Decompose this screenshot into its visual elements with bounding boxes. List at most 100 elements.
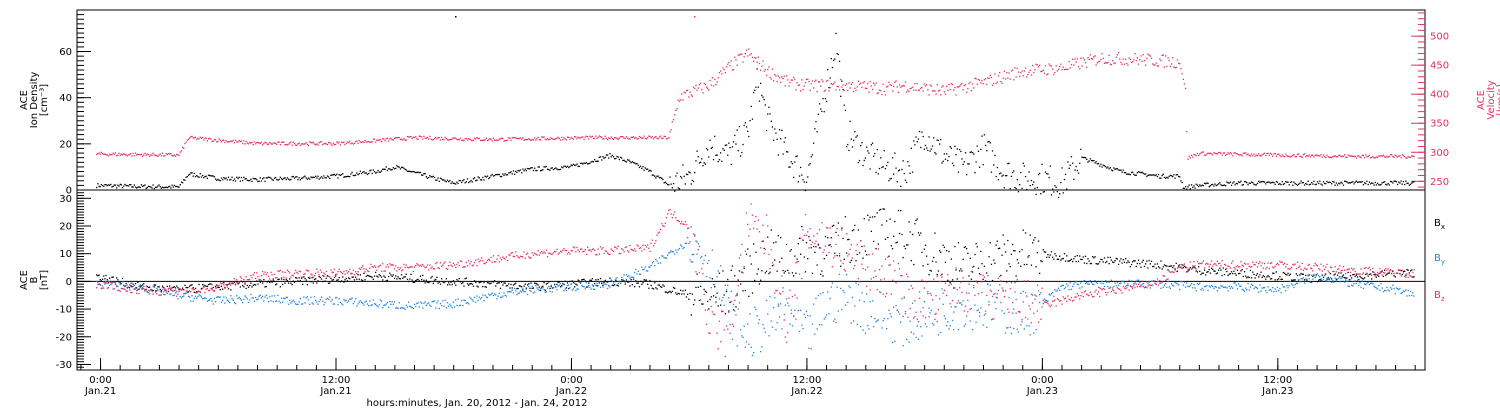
by-series-point: [1360, 287, 1361, 288]
by-series-point: [426, 305, 427, 306]
density-series-point: [1272, 182, 1273, 183]
by-series-point: [999, 284, 1000, 285]
by-series-point: [811, 348, 812, 349]
by-series-point: [206, 298, 207, 299]
bx-series-point: [1006, 270, 1007, 271]
density-series-point: [1031, 180, 1032, 181]
velocity-series-point: [1214, 153, 1215, 154]
density-series-point: [955, 154, 956, 155]
density-series-point: [694, 172, 695, 173]
by-series-point: [530, 291, 531, 292]
velocity-series-point: [1363, 155, 1364, 156]
velocity-series-point: [927, 89, 928, 90]
velocity-series-point: [636, 138, 637, 139]
bx-series-point: [1111, 260, 1112, 261]
velocity-series-point: [1211, 153, 1212, 154]
velocity-series-point: [589, 136, 590, 137]
density-series-point: [155, 187, 156, 188]
velocity-series-point: [668, 137, 669, 138]
velocity-series-point: [685, 92, 686, 93]
velocity-series-point: [998, 75, 999, 76]
bx-series-point: [1276, 271, 1277, 272]
density-series-point: [341, 174, 342, 175]
by-series-point: [376, 305, 377, 306]
density-series-point: [1051, 194, 1052, 195]
by-series-point: [860, 326, 861, 327]
density-series-point: [752, 119, 753, 120]
density-series-point: [201, 176, 202, 177]
density-series-point: [675, 175, 676, 176]
density-series-point: [1304, 184, 1305, 185]
velocity-series-point: [1120, 62, 1121, 63]
by-series-point: [269, 296, 270, 297]
density-series-point: [1279, 183, 1280, 184]
velocity-series-point: [1081, 65, 1082, 66]
by-series-point: [213, 303, 214, 304]
velocity-series-point: [986, 84, 987, 85]
density-series-point: [629, 161, 630, 162]
density-series-point: [508, 172, 509, 173]
by-series-point: [628, 275, 629, 276]
density-series-point: [877, 149, 878, 150]
bx-series-point: [1050, 254, 1051, 255]
bx-series-point: [1049, 257, 1050, 258]
bx-series-point: [914, 223, 915, 224]
bx-series-point: [1138, 260, 1139, 261]
by-series-point: [1282, 284, 1283, 285]
velocity-series-point: [1372, 156, 1373, 157]
bz-series-point: [373, 267, 374, 268]
velocity-series-point: [807, 79, 808, 80]
bx-series-point: [1026, 264, 1027, 265]
velocity-series-point: [136, 154, 137, 155]
bx-series-point: [853, 229, 854, 230]
bx-series-point: [191, 284, 192, 285]
bx-series-point: [789, 251, 790, 252]
by-series-point: [1293, 287, 1294, 288]
density-series-point: [1041, 164, 1042, 165]
density-series-point: [799, 175, 800, 176]
density-series-point: [603, 158, 604, 159]
velocity-series-point: [169, 153, 170, 154]
velocity-series-point: [679, 101, 680, 102]
velocity-series-point: [1191, 155, 1192, 156]
density-series-point: [667, 184, 668, 185]
bz-series-point: [281, 277, 282, 278]
bx-series-point: [409, 278, 410, 279]
velocity-series-point: [1401, 157, 1402, 158]
velocity-series-point: [742, 61, 743, 62]
by-series-point: [369, 300, 370, 301]
velocity-series-point: [560, 139, 561, 140]
by-series-point: [1032, 294, 1033, 295]
bx-series-point: [1219, 268, 1220, 269]
bz-series-point: [195, 292, 196, 293]
velocity-series-point: [579, 137, 580, 138]
velocity-series-point: [631, 137, 632, 138]
bx-series-point: [994, 263, 995, 264]
by-series-point: [1031, 294, 1032, 295]
by-series-point: [366, 300, 367, 301]
density-series-point: [1222, 185, 1223, 186]
bx-series-point: [1160, 260, 1161, 261]
bx-series-point: [380, 275, 381, 276]
density-series-point: [1076, 166, 1077, 167]
by-series-point: [352, 297, 353, 298]
velocity-series-point: [777, 81, 778, 82]
velocity-series-point: [828, 90, 829, 91]
by-series-point: [1277, 287, 1278, 288]
bx-series-point: [1210, 273, 1211, 274]
density-series-point: [872, 143, 873, 144]
density-series-point: [1147, 175, 1148, 176]
bx-series-point: [1362, 278, 1363, 279]
bx-series-point: [674, 288, 675, 289]
density-series-point: [1190, 188, 1191, 189]
bx-series-point: [1054, 253, 1055, 254]
velocity-series-point: [1018, 71, 1019, 72]
bx-series-point: [656, 288, 657, 289]
density-series-point: [1357, 182, 1358, 183]
density-series-point: [248, 180, 249, 181]
by-series-point: [420, 301, 421, 302]
bx-series-point: [341, 280, 342, 281]
velocity-series-point: [588, 138, 589, 139]
by-series-point: [434, 300, 435, 301]
by-series-point: [1114, 283, 1115, 284]
